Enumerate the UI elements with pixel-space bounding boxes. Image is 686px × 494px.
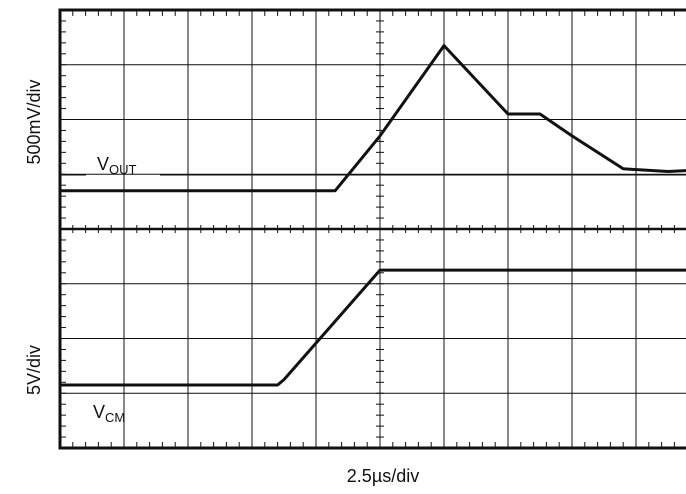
- y-axis-label-top: 500mV/div: [24, 79, 44, 164]
- traces: [60, 44, 686, 387]
- vcm-label: VCM: [93, 402, 125, 425]
- trace-v-cm: [60, 268, 686, 387]
- x-axis-label: 2.5µs/div: [347, 466, 419, 486]
- vout-label: VOUT: [97, 154, 137, 177]
- y-axis-label-bottom: 5V/div: [24, 345, 44, 395]
- trace-v-out: [60, 44, 686, 193]
